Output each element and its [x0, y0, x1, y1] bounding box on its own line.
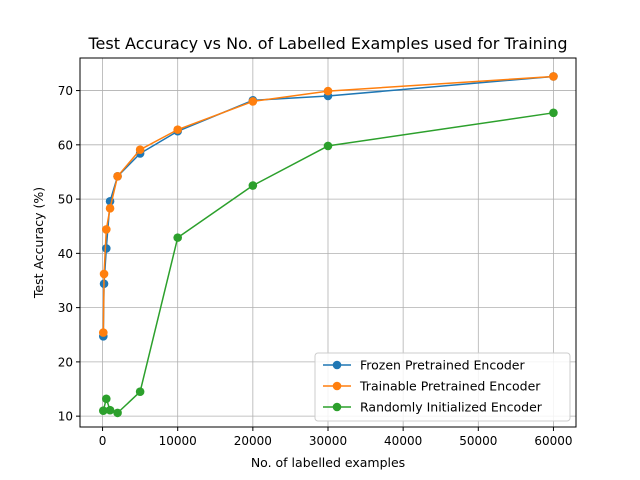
legend-entry-label: Frozen Pretrained Encoder [360, 358, 525, 373]
y-tick-label: 40 [58, 247, 73, 261]
x-axis-label: No. of labelled examples [251, 455, 405, 470]
data-point [105, 405, 115, 415]
data-point [173, 233, 182, 242]
series-2 [98, 72, 558, 337]
x-tick-label: 10000 [159, 434, 197, 448]
series-3 [98, 108, 558, 418]
y-tick-label: 20 [58, 355, 73, 369]
data-point [173, 125, 182, 134]
y-tick-label: 70 [58, 84, 73, 98]
y-tick-label: 50 [58, 193, 73, 207]
data-point [135, 387, 145, 397]
y-axis-label: Test Accuracy (%) [31, 187, 46, 299]
series-line [102, 75, 554, 333]
data-point [248, 181, 258, 190]
x-axis-ticks: 0 10000 20000 30000 40000 50000 60000 [99, 427, 573, 448]
x-tick-label: 30000 [309, 434, 347, 448]
chart-title: Test Accuracy vs No. of Labelled Example… [87, 34, 567, 53]
legend-entry-label: Randomly Initialized Encoder [360, 400, 543, 415]
data-point [135, 145, 145, 155]
data-point [98, 328, 108, 337]
data-point [113, 171, 122, 181]
y-tick-label: 30 [58, 301, 73, 315]
y-axis-ticks: 10 20 30 40 50 60 70 [58, 84, 80, 424]
x-tick-label: 60000 [534, 434, 572, 448]
x-tick-label: 50000 [459, 434, 497, 448]
x-tick-label: 20000 [234, 434, 272, 448]
data-point [102, 225, 111, 234]
data-point [102, 394, 111, 404]
legend: Frozen Pretrained Encoder Trainable Pretr… [314, 352, 571, 422]
series-layer [98, 72, 558, 418]
y-tick-label: 10 [58, 410, 73, 424]
legend-swatch-marker [332, 381, 342, 391]
data-point [549, 108, 558, 118]
legend-entry-label: Trainable Pretrained Encoder [359, 379, 541, 394]
data-point [323, 141, 333, 151]
data-point [102, 244, 111, 253]
x-tick-label: 0 [99, 434, 107, 448]
legend-box [314, 352, 571, 422]
data-point [98, 406, 108, 416]
data-point [113, 408, 122, 418]
data-point [323, 86, 333, 96]
x-tick-label: 40000 [384, 434, 422, 448]
legend-swatch-marker [332, 402, 342, 412]
data-point [549, 72, 558, 81]
data-point [105, 204, 115, 213]
y-tick-label: 60 [58, 138, 73, 152]
data-point [248, 97, 258, 106]
legend-swatch-marker [332, 360, 342, 370]
data-point [99, 269, 109, 279]
